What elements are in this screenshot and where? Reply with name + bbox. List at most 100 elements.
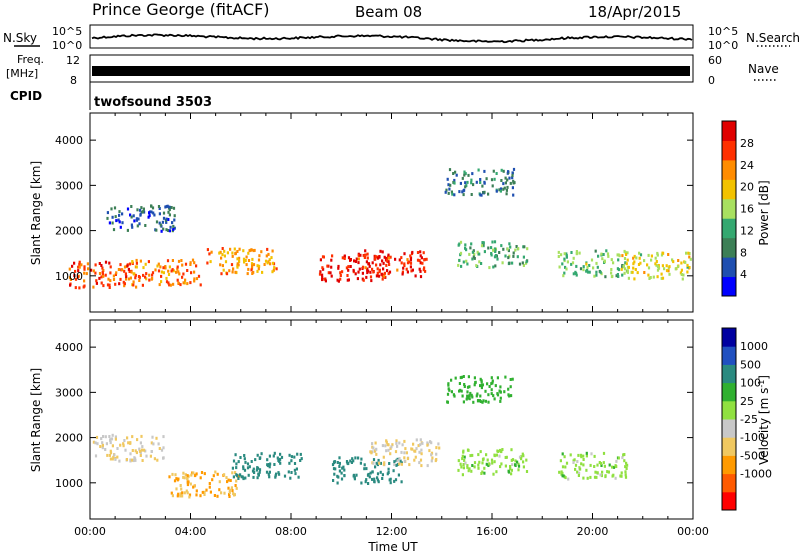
scatter-cell <box>625 262 628 266</box>
scatter-cell <box>686 265 689 269</box>
scatter-cell <box>265 254 268 258</box>
scatter-cell <box>256 466 259 470</box>
scatter-cell <box>632 262 635 266</box>
scatter-cell <box>402 266 405 270</box>
scatter-cell <box>172 224 175 228</box>
scatter-cell <box>387 256 391 260</box>
scatter-cell <box>452 393 455 397</box>
scatter-cell <box>360 457 363 461</box>
scatter-cell <box>195 493 198 497</box>
scatter-cell <box>135 218 138 222</box>
scatter-cell <box>224 260 228 264</box>
scatter-cell <box>246 466 250 470</box>
scatter-cell <box>510 394 513 398</box>
scatter-cell <box>138 447 141 451</box>
velocity-colorbar-tick: 100 <box>740 377 761 390</box>
scatter-cell <box>463 173 466 177</box>
scatter-cell <box>338 465 341 468</box>
scatter-cell <box>603 464 606 468</box>
scatter-cell <box>688 252 691 255</box>
scatter-cell <box>186 282 189 286</box>
scatter-cell <box>420 256 423 260</box>
scatter-cell <box>386 269 389 273</box>
noise-strip: N.Sky 10^5 10^0 10^5 10^0 N.Search <box>3 24 800 52</box>
scatter-cell <box>418 450 421 454</box>
scatter-cell <box>672 260 675 264</box>
scatter-cell <box>102 284 105 288</box>
scatter-cell <box>479 181 482 184</box>
scatter-cell <box>647 273 650 277</box>
scatter-cell <box>189 281 192 285</box>
scatter-cell <box>135 451 138 455</box>
scatter-cell <box>560 253 563 257</box>
scatter-cell <box>94 454 98 458</box>
scatter-cell <box>565 461 569 465</box>
scatter-cell <box>176 494 179 498</box>
scatter-cell <box>592 266 595 270</box>
scatter-cell <box>611 465 614 469</box>
scatter-cell <box>511 261 514 265</box>
scatter-cell <box>171 268 174 272</box>
scatter-cell <box>148 214 151 218</box>
scatter-cell <box>588 264 591 267</box>
scatter-cell <box>479 384 482 388</box>
noise-tick-top-right: 10^5 <box>708 25 738 38</box>
scatter-cell <box>139 259 142 263</box>
scatter-cell <box>237 477 240 480</box>
velocity-ylabel: Slant Range [km] <box>29 368 43 472</box>
scatter-cell <box>273 266 276 270</box>
scatter-cell <box>454 376 457 380</box>
scatter-cell <box>189 263 192 266</box>
scatter-cell <box>352 474 355 478</box>
scatter-cell <box>371 442 374 446</box>
scatter-cell <box>577 474 580 477</box>
scatter-cell <box>603 260 606 264</box>
scatter-cell <box>369 471 372 475</box>
scatter-cell <box>403 264 406 267</box>
scatter-cell <box>216 494 219 498</box>
scatter-cell <box>400 480 403 484</box>
scatter-cell <box>560 470 563 474</box>
scatter-cell <box>171 259 174 262</box>
scatter-cell <box>374 449 377 453</box>
scatter-cell <box>195 472 198 476</box>
scatter-cell <box>168 229 171 233</box>
scatter-cell <box>147 215 150 219</box>
scatter-cell <box>428 449 431 453</box>
scatter-cell <box>558 470 561 474</box>
scatter-cell <box>491 240 494 244</box>
scatter-cell <box>617 253 620 257</box>
velocity-colorbar-cell <box>722 364 736 384</box>
scatter-cell <box>136 208 139 212</box>
scatter-cell <box>160 448 164 452</box>
scatter-cell <box>409 265 412 269</box>
scatter-cell <box>376 472 380 476</box>
scatter-cell <box>234 252 237 256</box>
scatter-cell <box>623 459 626 463</box>
scatter-cell <box>667 269 670 273</box>
scatter-cell <box>90 268 93 272</box>
scatter-cell <box>468 397 471 401</box>
scatter-cell <box>457 263 460 267</box>
scatter-cell <box>123 265 127 269</box>
scatter-cell <box>133 219 136 223</box>
scatter-cell <box>483 471 486 475</box>
scatter-cell <box>516 255 519 259</box>
scatter-cell <box>483 466 486 470</box>
scatter-cell <box>478 252 481 256</box>
scatter-cell <box>167 269 170 273</box>
scatter-cell <box>100 264 103 267</box>
scatter-cell <box>142 273 145 277</box>
scatter-cell <box>114 282 117 286</box>
scatter-cell <box>375 274 378 278</box>
scatter-cell <box>504 254 507 258</box>
scatter-cell <box>403 456 406 460</box>
scatter-cell <box>639 261 642 265</box>
scatter-cell <box>231 489 234 493</box>
scatter-cell <box>686 270 689 274</box>
scatter-cell <box>379 249 382 253</box>
scatter-cell <box>387 253 390 257</box>
velocity-colorbar: 1000 500 100 25 -25 -100 -500 -1000 <box>721 327 772 511</box>
scatter-cell <box>189 482 192 486</box>
scatter-cell <box>430 459 433 463</box>
